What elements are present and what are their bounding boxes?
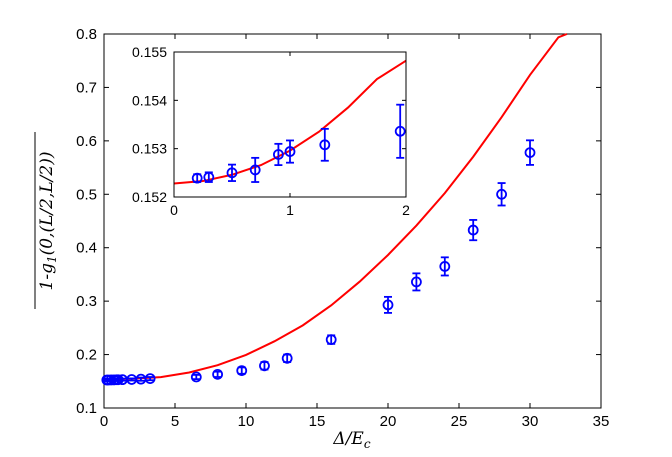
main-axes-frame — [103, 33, 602, 409]
main-y-axis: 0.1 0.2 0.3 0.4 0.5 0.6 0.7 0.8 — [76, 26, 601, 417]
main-x-tick-label: 25 — [451, 413, 468, 430]
main-x-tick-label: 0 — [100, 413, 108, 430]
main-data-point — [439, 256, 451, 277]
data-marker — [272, 149, 284, 160]
main-x-tick-label: 5 — [171, 413, 179, 430]
inset-data-point — [191, 172, 203, 184]
inset-plot: 0 1 2 0.152 0.153 0.154 0.155 — [132, 44, 410, 218]
data-marker — [226, 167, 238, 179]
data-marker — [467, 224, 479, 236]
data-marker — [144, 373, 156, 385]
inset-x-tick-label: 1 — [286, 202, 294, 218]
data-marker — [249, 164, 261, 176]
y-axis-label-args: (0,(L/2,L/2)) — [37, 152, 57, 256]
x-axis-label-main: Δ/E — [332, 429, 364, 449]
data-marker — [281, 352, 293, 364]
y-axis-label-prefix: 1-g — [37, 263, 57, 291]
main-data-point — [144, 373, 156, 385]
main-data-point — [236, 365, 248, 377]
data-marker — [439, 261, 451, 272]
inset-y-axis: 0.152 0.153 0.154 0.155 — [132, 44, 406, 205]
main-data-point — [467, 219, 479, 242]
inset-data-point — [319, 127, 331, 162]
main-y-tick-label: 0.8 — [76, 26, 97, 43]
data-marker — [284, 146, 296, 157]
main-x-tick-label: 15 — [309, 413, 326, 430]
inset-data-point — [284, 139, 296, 164]
main-y-tick-label: 0.1 — [76, 400, 97, 417]
data-marker — [325, 334, 337, 346]
main-x-axis: 0 5 10 15 20 25 30 35 — [100, 34, 610, 430]
data-marker — [203, 171, 215, 183]
inset-data-points — [191, 103, 406, 184]
y-axis-label: 1-g1(0,(L/2,L/2)) — [34, 132, 59, 309]
inset-y-tick-label: 0.154 — [132, 92, 167, 108]
main-y-tick-label: 0.5 — [76, 186, 97, 203]
main-y-tick-label: 0.3 — [76, 293, 97, 310]
data-marker — [410, 276, 422, 288]
y-axis-label-subscript: 1 — [45, 255, 59, 263]
inset-y-tick-label: 0.152 — [132, 189, 167, 205]
main-fit-curve — [103, 33, 568, 381]
x-axis-label-subscript: c — [364, 437, 371, 451]
y-axis-label-text: 1-g1(0,(L/2,L/2)) — [37, 152, 59, 291]
main-x-tick-label: 35 — [593, 413, 610, 430]
main-y-tick-label: 0.7 — [76, 79, 97, 96]
inset-data-point — [203, 171, 215, 183]
data-marker — [319, 139, 331, 151]
main-x-tick-label: 10 — [238, 413, 255, 430]
main-data-point — [410, 272, 422, 292]
main-fit-line — [103, 33, 568, 381]
main-data-point — [212, 368, 224, 380]
main-data-point — [382, 295, 394, 314]
main-data-point — [281, 352, 293, 364]
inset-y-tick-label: 0.155 — [132, 44, 167, 60]
data-marker — [212, 368, 224, 380]
main-data-point — [496, 182, 508, 207]
data-marker — [191, 172, 203, 184]
main-x-tick-label: 30 — [522, 413, 539, 430]
data-marker — [394, 125, 406, 137]
data-marker — [190, 371, 202, 383]
main-y-tick-label: 0.2 — [76, 347, 97, 364]
data-marker — [524, 147, 536, 159]
inset-data-point — [394, 103, 406, 159]
inset-data-point — [249, 156, 261, 183]
main-data-point — [259, 360, 270, 372]
inset-x-tick-label: 2 — [402, 202, 410, 218]
inset-data-point — [226, 163, 238, 182]
data-marker — [259, 360, 270, 372]
inset-y-tick-label: 0.153 — [132, 141, 167, 157]
main-x-tick-label: 20 — [380, 413, 397, 430]
main-data-point — [190, 371, 202, 383]
main-y-tick-label: 0.4 — [76, 240, 97, 257]
data-marker — [382, 299, 394, 311]
main-data-points — [101, 139, 536, 386]
data-marker — [236, 365, 248, 377]
main-data-point — [325, 334, 337, 346]
data-marker — [496, 188, 508, 200]
main-data-point — [524, 139, 536, 166]
inset-data-point — [272, 142, 284, 167]
main-y-tick-label: 0.6 — [76, 133, 97, 150]
x-axis-label: Δ/Ec — [332, 429, 370, 451]
main-plot: 0 5 10 15 20 25 30 35 0.10.20.30.40.50.60.70.8 — [76, 26, 609, 430]
inset-x-tick-label: 0 — [170, 202, 178, 218]
inset-axes-frame — [173, 51, 407, 198]
